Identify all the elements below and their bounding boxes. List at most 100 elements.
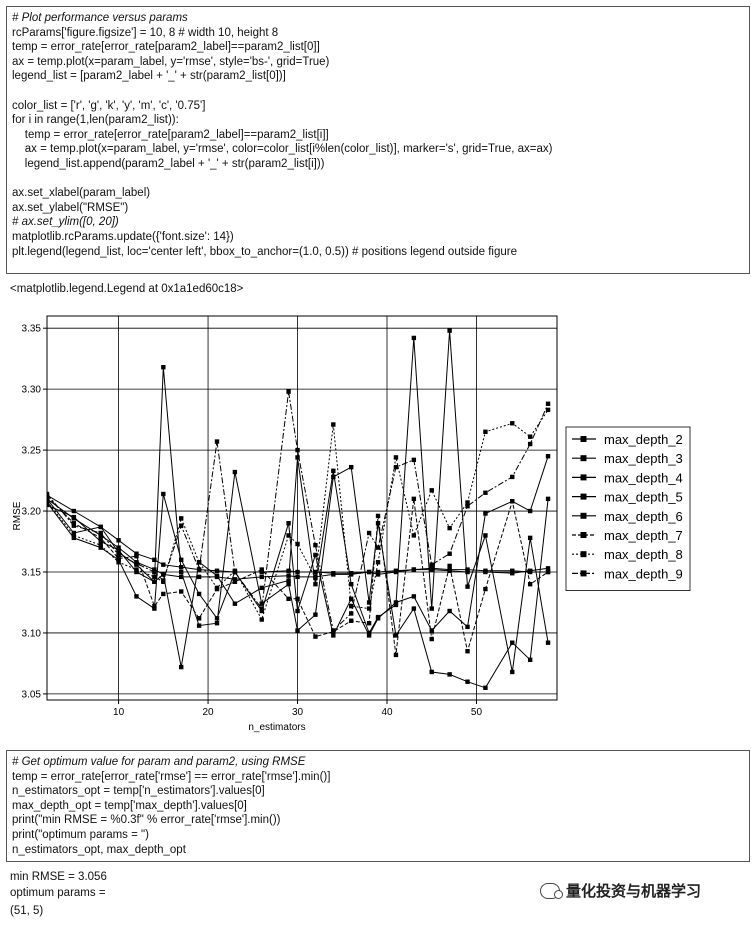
code-line: temp = error_rate[error_rate[param2_labe… <box>12 128 329 141</box>
data-point <box>295 574 300 580</box>
data-point <box>349 603 354 609</box>
data-point <box>375 521 381 526</box>
data-point <box>465 500 470 505</box>
data-point <box>366 530 372 536</box>
data-point <box>349 618 354 623</box>
data-point <box>349 572 354 577</box>
data-point <box>196 623 202 628</box>
y-axis-label: RMSE <box>12 501 23 530</box>
data-point <box>429 562 434 567</box>
data-point <box>47 502 50 508</box>
code-line: # Get optimum value for param and param2… <box>12 756 306 768</box>
series-line <box>47 367 549 689</box>
data-point <box>527 441 533 447</box>
legend-swatch-marker <box>580 570 587 577</box>
legend-entry: max_depth_9 <box>604 566 683 581</box>
x-tick-label: 40 <box>381 707 393 718</box>
data-point <box>134 594 139 599</box>
data-point <box>313 581 318 587</box>
code-cell-plot[interactable]: # Plot performance versus params rcParams… <box>6 6 750 274</box>
data-point <box>465 584 470 589</box>
x-axis-label: n_estimators <box>248 722 305 733</box>
data-point <box>179 589 184 594</box>
data-point <box>71 533 77 538</box>
data-point <box>161 591 166 597</box>
data-point <box>545 407 551 413</box>
data-point <box>47 491 50 497</box>
data-point <box>411 457 417 463</box>
data-point <box>196 574 202 580</box>
data-point <box>510 499 515 504</box>
data-point <box>527 568 533 573</box>
data-point <box>232 577 238 582</box>
data-point <box>429 669 434 675</box>
data-point <box>179 557 184 563</box>
data-point <box>331 628 336 633</box>
data-point <box>98 530 103 536</box>
data-point <box>152 603 157 609</box>
x-tick-label: 30 <box>292 707 304 718</box>
data-point <box>393 569 399 575</box>
data-point <box>545 401 551 406</box>
data-point <box>375 545 381 550</box>
code-line: for i in range(1,len(param2_list)): <box>12 114 179 127</box>
legend-entry: max_depth_7 <box>604 528 683 543</box>
data-point <box>71 508 77 514</box>
data-point <box>527 535 533 541</box>
data-point <box>179 569 184 575</box>
data-point <box>161 572 166 577</box>
code-line: print("min RMSE = %0.3f" % error_rate['r… <box>12 814 281 827</box>
data-point <box>545 566 551 571</box>
data-point <box>98 542 103 548</box>
data-point <box>259 608 264 614</box>
x-tick-label: 20 <box>202 707 214 718</box>
data-point <box>286 568 291 573</box>
data-point <box>429 488 434 493</box>
data-point <box>411 335 417 341</box>
code-line: ax = temp.plot(x=param_label, y='rmse', … <box>12 55 330 68</box>
data-point <box>527 657 533 662</box>
code-cell-optimum[interactable]: # Get optimum value for param and param2… <box>6 750 750 862</box>
data-point <box>196 616 202 621</box>
legend-swatch-marker <box>580 455 587 462</box>
data-point <box>179 523 184 528</box>
code-line: ax.set_xlabel(param_label) <box>12 187 151 200</box>
data-point <box>179 664 184 670</box>
code-line: rcParams['figure.figsize'] = 10, 8 # wid… <box>12 26 279 39</box>
data-point <box>152 606 157 611</box>
min-rmse-output: min RMSE = 3.056 <box>10 871 107 883</box>
code-line: # ax.set_ylim([0, 20]) <box>12 216 119 229</box>
data-point <box>134 561 139 566</box>
data-point <box>259 574 264 580</box>
data-point <box>232 469 238 475</box>
data-point <box>313 552 318 558</box>
data-point <box>134 567 139 572</box>
data-point <box>411 533 417 538</box>
data-point <box>179 516 184 521</box>
data-point <box>232 601 238 606</box>
data-point <box>483 429 488 435</box>
data-point <box>393 633 399 638</box>
series-line <box>47 496 549 655</box>
data-point <box>349 464 354 470</box>
y-tick-label: 3.05 <box>22 689 42 700</box>
data-point <box>483 685 488 691</box>
data-point <box>161 491 166 497</box>
data-point <box>214 616 220 621</box>
legend-swatch-marker <box>580 474 587 481</box>
data-point <box>411 567 417 572</box>
data-point <box>527 508 533 514</box>
data-point <box>214 621 220 626</box>
data-point <box>116 552 121 558</box>
legend-entry: max_depth_5 <box>604 490 683 505</box>
data-point <box>331 468 336 474</box>
data-point <box>375 572 381 577</box>
watermark: 量化投资与机器学习 <box>540 880 701 901</box>
data-point <box>214 568 220 573</box>
legend-entry: max_depth_6 <box>604 509 683 524</box>
data-point <box>295 541 300 547</box>
data-point <box>295 628 300 633</box>
code-line: matplotlib.rcParams.update({'font.size':… <box>12 230 234 243</box>
data-point <box>98 545 103 550</box>
data-point <box>527 581 533 587</box>
